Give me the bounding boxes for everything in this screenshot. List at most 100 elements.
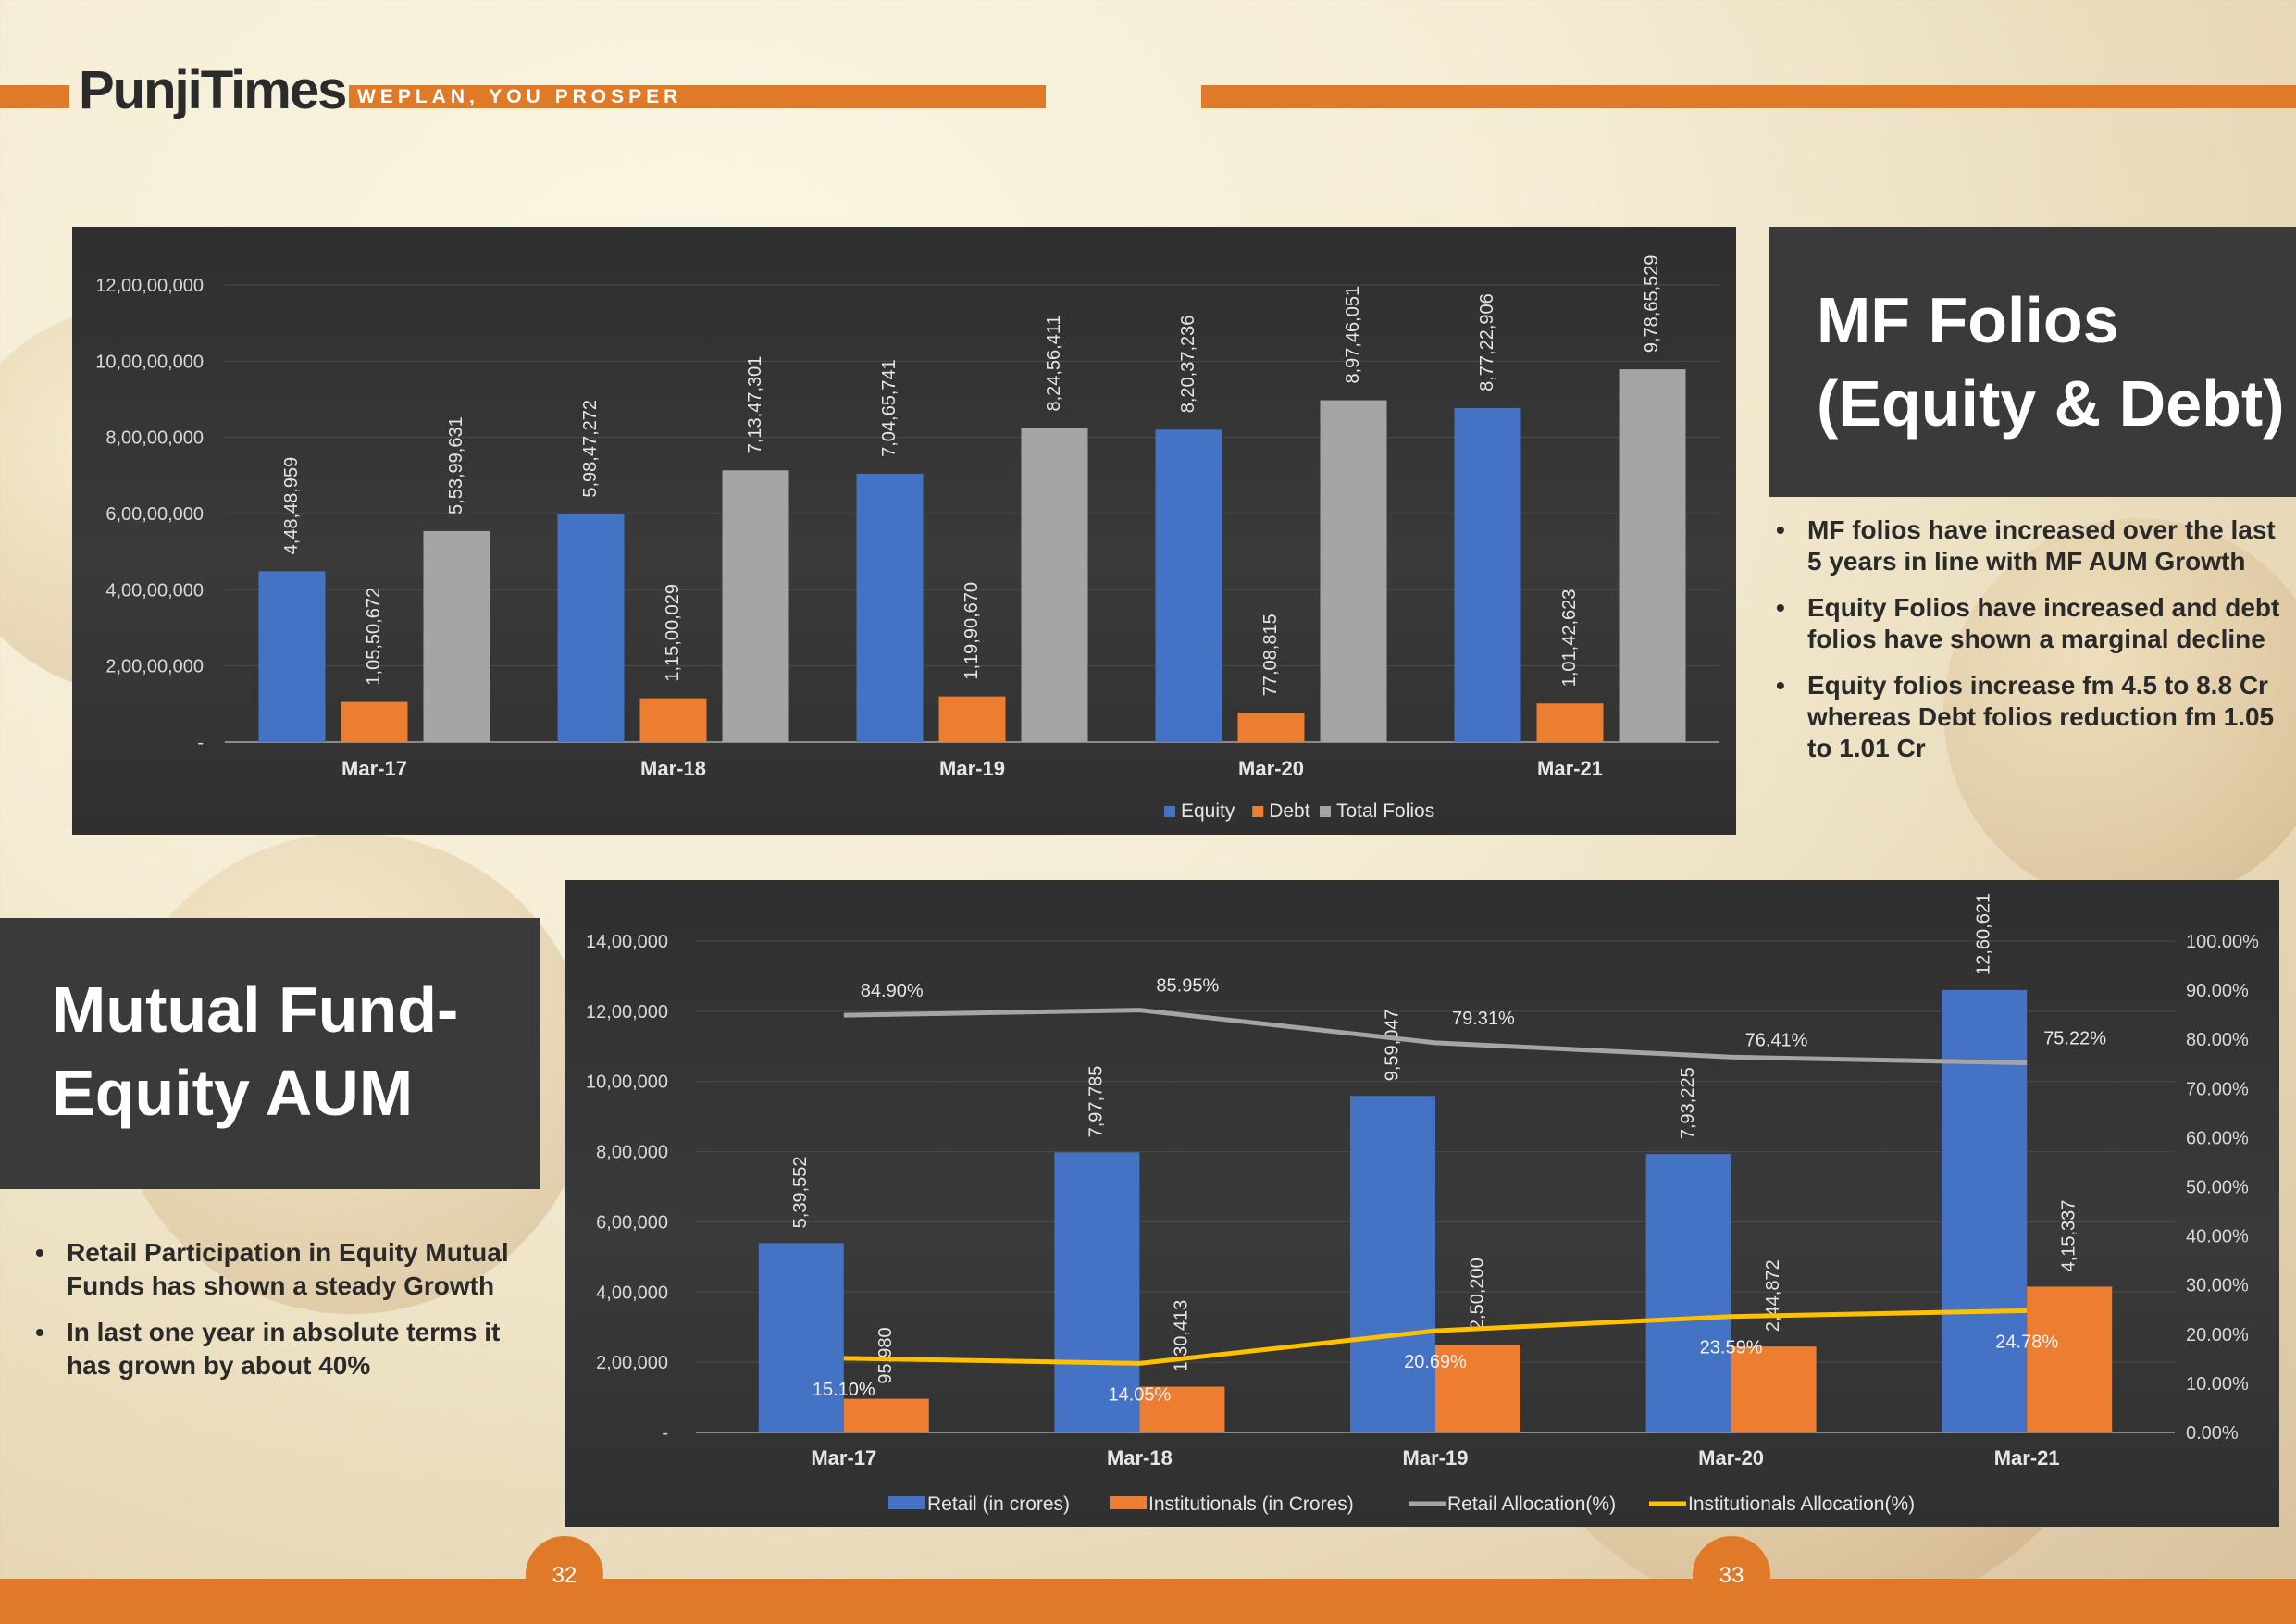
- y2-tick-label: 80.00%: [2186, 1030, 2249, 1050]
- data-label: 15.10%: [813, 1380, 875, 1400]
- data-label: 7,13,47,301: [745, 356, 765, 454]
- folios-chart-panel: - 2,00,00,000 4,00,00,000 6,00,00,000 8,00,0…: [72, 227, 1736, 835]
- bar-equity: [1454, 407, 1521, 742]
- bar-equity: [258, 571, 326, 742]
- bar-total-folios: [1619, 369, 1686, 742]
- data-label: 8,97,46,051: [1343, 286, 1363, 384]
- brand-tagline: WEPLAN, YOU PROSPER: [357, 86, 683, 107]
- y2-tick-label: 50.00%: [2186, 1178, 2249, 1198]
- y2-tick-label: 10.00%: [2186, 1374, 2249, 1395]
- aum-title-line1: Mutual Fund-: [52, 973, 459, 1046]
- bar-total-folios: [1021, 428, 1088, 742]
- y2-tick-label: 60.00%: [2186, 1128, 2249, 1148]
- bar-institutionals: [2027, 1286, 2113, 1432]
- folios-bullet: Equity folios increase fm 4.5 to 8.8 Cr …: [1774, 670, 2283, 764]
- bar-retail: [1054, 1152, 1140, 1432]
- y-tick-label: 10,00,00,000: [95, 352, 204, 372]
- y-tick-label: 8,00,000: [596, 1143, 668, 1163]
- data-label: 1,15,00,029: [663, 584, 683, 682]
- data-label: 84.90%: [861, 981, 924, 1001]
- bar-institutionals: [1731, 1346, 1817, 1432]
- bar-institutionals: [843, 1398, 929, 1432]
- data-label: 76.41%: [1745, 1030, 1808, 1050]
- data-label: 4,48,48,959: [281, 457, 302, 555]
- folios-title-line1: MF Folios: [1817, 284, 2119, 356]
- folios-title-line2: (Equity & Debt): [1817, 367, 2285, 440]
- bar-retail: [1350, 1096, 1435, 1432]
- data-label: 9,78,65,529: [1642, 254, 1662, 353]
- bar-equity: [1155, 429, 1222, 742]
- bar-debt: [1237, 713, 1305, 742]
- data-label: 2,44,872: [1763, 1259, 1783, 1332]
- line-institutionals-allocation: [843, 1308, 2028, 1366]
- legend-label: Debt: [1269, 800, 1310, 822]
- x-tick-label: Mar-21: [1537, 757, 1603, 780]
- bar-retail: [1645, 1154, 1731, 1432]
- aum-title-line2: Equity AUM: [52, 1057, 414, 1129]
- legend-label: Total Folios: [1336, 800, 1434, 822]
- bar-equity: [557, 514, 625, 742]
- data-label: 5,39,552: [790, 1156, 811, 1228]
- x-tick-label: Mar-19: [1403, 1446, 1469, 1469]
- data-label: 8,24,56,411: [1044, 315, 1064, 411]
- data-label: 9,59,047: [1382, 1009, 1402, 1081]
- folios-bar-chart: - 2,00,00,000 4,00,00,000 6,00,00,000 8,00,0…: [95, 254, 1719, 822]
- data-label: 14.05%: [1108, 1384, 1171, 1405]
- bar-equity: [856, 473, 924, 742]
- legend-swatch: [888, 1496, 925, 1509]
- data-label: 1,19,90,670: [962, 582, 982, 680]
- bar-debt: [639, 698, 707, 742]
- data-label: 2,50,200: [1467, 1258, 1487, 1330]
- legend-label: Institutionals Allocation(%): [1688, 1494, 1915, 1515]
- folios-bullet: Equity Folios have increased and debt fo…: [1774, 592, 2283, 655]
- y2-tick-label: 100.00%: [2186, 932, 2259, 952]
- data-label: 85.95%: [1156, 976, 1219, 997]
- bar-total-folios: [722, 470, 789, 742]
- legend-label: Equity: [1181, 800, 1235, 822]
- y-tick-label: 6,00,000: [596, 1212, 668, 1233]
- data-label: 8,20,37,236: [1178, 316, 1198, 414]
- data-label: 5,98,47,272: [580, 400, 601, 498]
- y-tick-label: 4,00,000: [596, 1283, 668, 1303]
- page-number-right: 33: [1693, 1536, 1770, 1614]
- data-label: 7,93,225: [1678, 1067, 1698, 1139]
- data-label: 8,77,22,906: [1477, 293, 1497, 391]
- legend-swatch: [1110, 1496, 1147, 1509]
- y-tick-label: 8,00,00,000: [105, 428, 204, 449]
- data-label: 20.69%: [1404, 1352, 1467, 1372]
- data-label: 7,97,785: [1086, 1066, 1107, 1138]
- x-tick-label: Mar-17: [341, 757, 407, 780]
- header-bar-right: [1201, 85, 2296, 108]
- bar-total-folios: [1320, 400, 1387, 742]
- folios-bullet: MF folios have increased over the last 5…: [1774, 514, 2283, 577]
- aum-title-panel: Mutual Fund- Equity AUM: [0, 918, 540, 1189]
- aum-chart-panel: - 2,00,000 4,00,000 6,00,000 8,00,000 10,00,0…: [565, 880, 2279, 1527]
- page-number-left: 32: [526, 1536, 603, 1614]
- footer-bar: [0, 1579, 2296, 1624]
- data-label: 23.59%: [1700, 1338, 1763, 1358]
- data-label: 12,60,621: [1973, 893, 1993, 975]
- data-label: 1,01,42,623: [1559, 589, 1580, 688]
- y-tick-label: -: [662, 1423, 668, 1444]
- x-tick-label: Mar-20: [1698, 1446, 1764, 1469]
- aum-bullet: Retail Participation in Equity Mutual Fu…: [33, 1236, 533, 1303]
- aum-bullet: In last one year in absolute terms it ha…: [33, 1316, 533, 1382]
- legend-label: Retail Allocation(%): [1447, 1494, 1616, 1515]
- legend-label: Retail (in crores): [927, 1494, 1070, 1515]
- y-tick-label: 10,00,000: [586, 1072, 668, 1093]
- y2-tick-label: 30.00%: [2186, 1276, 2249, 1296]
- x-tick-label: Mar-17: [811, 1446, 876, 1469]
- y-tick-label: 14,00,000: [586, 932, 668, 952]
- folios-title-panel: MF Folios (Equity & Debt): [1769, 227, 2296, 497]
- y-tick-label: 12,00,00,000: [95, 276, 204, 296]
- y-tick-label: -: [197, 733, 204, 753]
- data-label: 4,15,337: [2058, 1200, 2079, 1272]
- x-tick-label: Mar-18: [1107, 1446, 1173, 1469]
- legend-label: Institutionals (in Crores): [1148, 1494, 1354, 1515]
- data-label: 1,30,413: [1172, 1300, 1192, 1372]
- bar-retail: [758, 1243, 844, 1432]
- header-bar-left: [0, 85, 69, 108]
- data-label: 79.31%: [1452, 1009, 1515, 1029]
- y-tick-label: 6,00,00,000: [105, 504, 204, 525]
- y-tick-label: 2,00,00,000: [105, 657, 204, 677]
